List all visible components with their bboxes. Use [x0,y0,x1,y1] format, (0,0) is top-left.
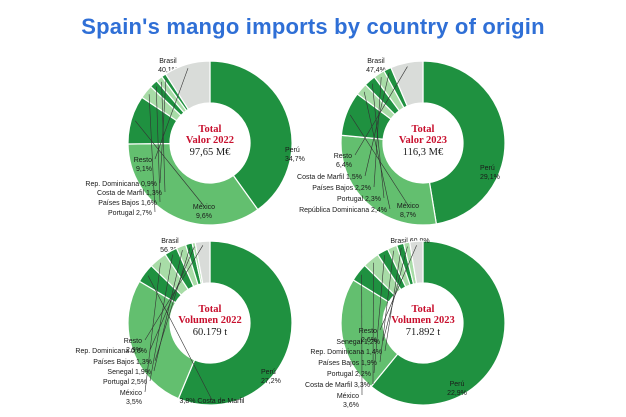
slice-label-senegal: Senegal 1,9% [107,369,151,376]
leader-line-paises-bajos [155,86,161,203]
slice-label-paises-bajos: Países Bajos 1,3% [93,359,152,366]
center-total-value: 97,65 M€ [190,147,232,158]
leader-line-rep-dominicana [159,78,167,184]
slice-label-resto: Resto 2,9% [124,338,142,354]
leader-line-portugal [373,255,385,374]
slice-label-portugal: Portugal 2,3% [337,196,381,203]
slice-label-portugal: Portugal 2,5% [103,379,147,386]
leader-line-paises-bajos [373,77,382,188]
leader-line-rep-dominicana [149,246,195,351]
slice-label-resto: Resto 2,6% [359,328,377,344]
center-title-line-2: Volumen 2023 [391,315,455,326]
center-title-line-1: Total [412,304,435,315]
slice-label-portugal: Portugal 2,2% [327,371,371,378]
slice-label-costa-de-marfil: Costa de Marfil 1,5% [297,174,362,181]
leader-line-portugal [372,83,385,199]
slice-label-mexico: México 3,6% [337,393,359,409]
slice-label-peru: Perú 22,9% [447,381,467,397]
slice-resto [390,60,424,107]
slice-label-rep-dominicana: Rep. Dominicana 1,4% [310,349,382,356]
slice-brasil [422,60,506,225]
donut-chart-3: Brasil 56,3% Perú 27,2% 3,8% Costa de Marfil… [75,238,293,406]
slice-label-peru: Perú 29,1% [480,165,500,181]
center-title-line-1: Total [199,124,222,135]
leader-line-resto [354,66,408,156]
slice-resto [164,60,211,111]
slice-peru [340,134,438,226]
slice-label-costa-de-marfil: Costa de Marfil 1,3% [97,190,162,197]
slice-resto [408,240,424,285]
leader-line-resto [154,68,189,160]
slice-label-resto: Resto 6,4% [334,153,352,169]
slice-label-rep-dominicana: Rep. Dominicana 0,9% [85,181,157,188]
center-title-line-2: Valor 2022 [186,135,234,146]
leader-line-portugal [149,254,173,382]
center-total-value: 71.892 t [406,327,441,338]
center-total-value: 60.179 t [193,327,228,338]
slice-label-mexico: México 8,7% [397,203,419,219]
donut-chart-2: Brasil 47,4% Perú 29,1% México 8,7% República … [297,58,506,226]
center-title-line-1: Total [412,124,435,135]
leader-line-republica-dominicana [363,91,391,210]
slice-brasil [370,240,506,406]
leader-line-resto [379,245,417,331]
donut-chart-1: Brasil 40,1% Perú 34,7% México 9,6% Portugal 2… [85,58,305,226]
slice-label-brasil: Brasil 56,3% [160,238,180,254]
slice-label-paises-bajos: Países Bajos 2,2% [312,185,371,192]
center-title-line-1: Total [199,304,222,315]
slice-label-mexico: México 3,5% [120,390,142,406]
leader-line-mexico [135,120,205,207]
slice-label-peru: Perú 27,2% [261,369,281,385]
leader-line-costa-de-marfil [364,72,390,177]
slice-peru [127,142,259,226]
slice-label-portugal: Portugal 2,7% [108,210,152,217]
slice-brasil [209,60,293,211]
slice-brasil [177,240,293,406]
leader-line-senegal [382,246,408,342]
slice-label-senegal: Senegal 1,2% [336,339,380,346]
slice-label-costa-de-marfil: 3,8% Costa de Marfil [180,398,245,405]
slice-label-brasil: Brasil 40,1% [158,58,178,74]
slice-label-peru: Perú 34,7% [285,147,305,163]
slice-label-brasil: Brasil 47,4% [366,58,386,74]
leader-line-resto [144,245,204,341]
chart-title: Spain's mango imports by country of orig… [81,14,545,39]
leader-line-paises-bajos [154,247,191,362]
slice-label-paises-bajos: Países Bajos 1,9% [318,360,377,367]
center-title-line-2: Volumen 2022 [178,315,242,326]
slice-label-mexico: México 9,6% [193,204,215,220]
leader-line-portugal [148,94,156,213]
leader-line-paises-bajos [379,250,394,363]
leader-line-senegal [153,249,183,372]
slice-label-resto: Resto 9,1% [134,157,152,173]
slice-label-costa-de-marfil: Costa de Marfil 3,3% [305,382,370,389]
center-total-value: 116,3 M€ [403,147,444,158]
center-title-line-2: Valor 2023 [399,135,447,146]
slice-label-rep-dominicana: Rep. Dominicana 0,6% [75,348,147,355]
leader-line-costa-de-marfil [147,275,213,401]
slice-label-republica-dominicana: República Dominicana 2,4% [299,207,387,214]
slice-label-paises-bajos: Países Bajos 1,6% [98,200,157,207]
